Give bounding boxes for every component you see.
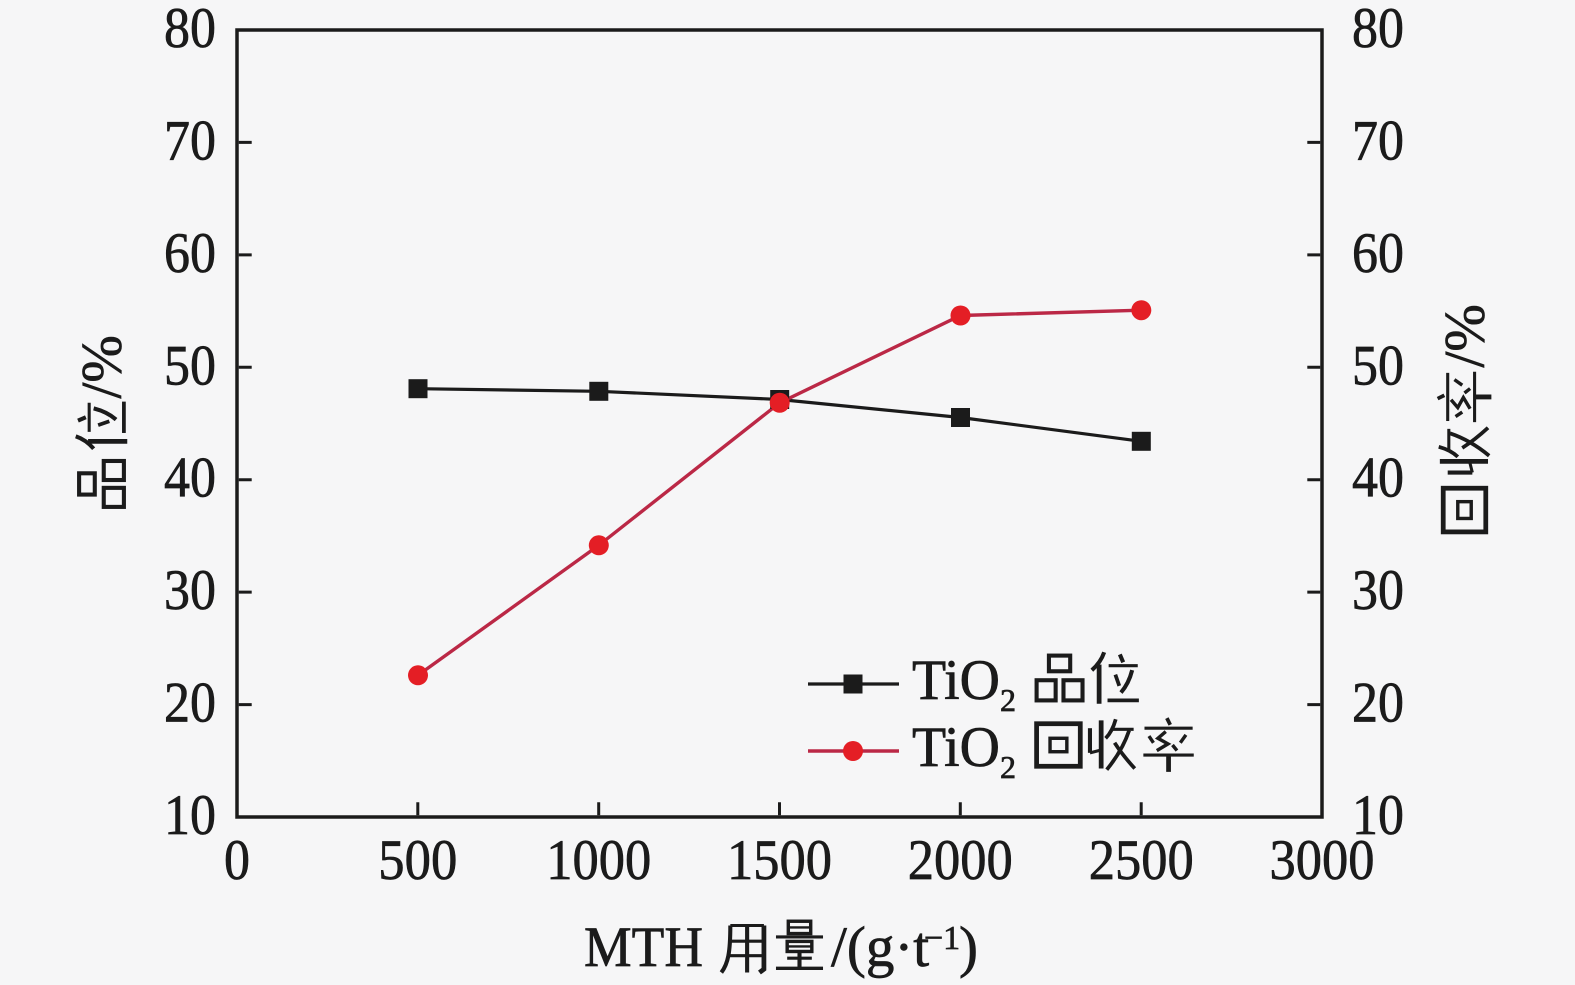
svg-text:70: 70: [1352, 109, 1404, 172]
svg-text:2500: 2500: [1089, 829, 1194, 892]
svg-text:2000: 2000: [908, 829, 1013, 892]
svg-text:50: 50: [164, 334, 216, 397]
svg-text:70: 70: [164, 109, 216, 172]
svg-text:/%: /%: [71, 335, 134, 398]
svg-text:MTH: MTH: [584, 916, 703, 979]
svg-text:20: 20: [1352, 672, 1404, 735]
svg-text:40: 40: [1352, 447, 1404, 510]
svg-text:0: 0: [224, 829, 250, 892]
svg-text:1500: 1500: [727, 829, 832, 892]
svg-text:2: 2: [1000, 749, 1016, 785]
svg-text:30: 30: [1352, 559, 1404, 622]
svg-text:50: 50: [1352, 334, 1404, 397]
svg-text:80: 80: [1352, 0, 1404, 60]
svg-text:80: 80: [164, 0, 216, 60]
svg-text:3000: 3000: [1270, 829, 1375, 892]
svg-text:20: 20: [164, 672, 216, 735]
svg-text:10: 10: [164, 784, 216, 847]
svg-text:40: 40: [164, 447, 216, 510]
svg-text:10: 10: [1352, 784, 1404, 847]
svg-text:60: 60: [164, 222, 216, 285]
svg-text:−1: −1: [924, 920, 960, 957]
svg-text:/%: /%: [1434, 304, 1497, 367]
svg-text:500: 500: [378, 829, 457, 892]
svg-text:/(g·t: /(g·t: [831, 916, 929, 979]
svg-text:2: 2: [1000, 682, 1016, 718]
svg-text:1000: 1000: [546, 829, 651, 892]
svg-text:30: 30: [164, 559, 216, 622]
svg-text:60: 60: [1352, 222, 1404, 285]
svg-text:TiO: TiO: [912, 716, 1000, 779]
svg-text:TiO: TiO: [912, 649, 1000, 712]
svg-text:): ): [959, 916, 978, 979]
